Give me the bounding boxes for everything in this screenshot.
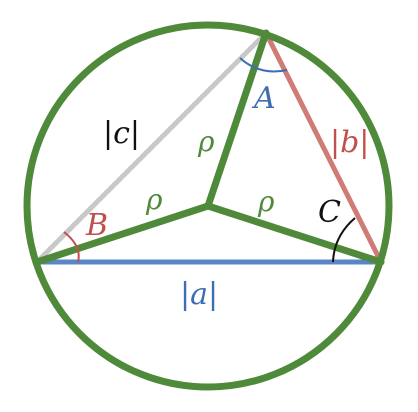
- side-a-label: |a|: [180, 277, 218, 312]
- side-c-line: [35, 31, 268, 264]
- radius-to-c: [204, 202, 385, 266]
- radius-label-c: ρ: [257, 185, 275, 218]
- angle-b-label: B: [85, 208, 108, 243]
- angle-a-arc: [239, 57, 288, 73]
- angle-c-arc: [332, 217, 356, 263]
- radius-to-a: [204, 29, 270, 210]
- angle-c-label: C: [318, 195, 341, 230]
- radius-label-a: ρ: [197, 125, 215, 158]
- circumcircle: [23, 21, 393, 391]
- side-b-label: |b|: [330, 125, 369, 160]
- angle-a-label: A: [251, 81, 276, 116]
- radius-to-b: [33, 202, 212, 266]
- angle-b-arc: [63, 231, 80, 263]
- radius-label-b: ρ: [145, 183, 163, 216]
- side-c-label: |c|: [103, 116, 140, 151]
